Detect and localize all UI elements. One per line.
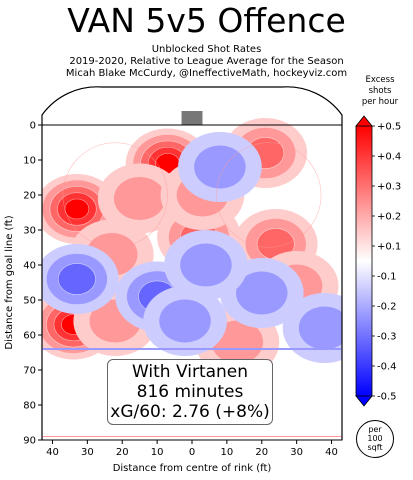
unit-line: sqft bbox=[367, 443, 383, 452]
chart-subtitle-3: Micah Blake McCurdy, @IneffectiveMath, h… bbox=[65, 68, 348, 79]
rink-boards bbox=[41, 86, 343, 440]
y-axis-label: Distance from goal line (ft) bbox=[4, 215, 15, 349]
heat-hotspot bbox=[97, 163, 182, 234]
colorbar-tick-label: -0.3 bbox=[377, 332, 397, 343]
chart-subtitle-1: Unblocked Shot Rates bbox=[151, 44, 262, 55]
colorbar-tick-label: -0.2 bbox=[377, 302, 397, 313]
x-axis-label: Distance from centre of rink (ft) bbox=[113, 463, 272, 474]
chart-subtitle-2: 2019-2020, Relative to League Average fo… bbox=[69, 56, 344, 67]
colorbar-extend-up bbox=[355, 115, 373, 127]
y-tick-label: 50 bbox=[23, 296, 36, 307]
x-tick-label: 0 bbox=[189, 447, 195, 458]
colorbar-tick-label: +0.4 bbox=[377, 152, 401, 163]
x-tick-label: 20 bbox=[116, 447, 129, 458]
info-line-3: xG/60: 2.76 (+8%) bbox=[110, 402, 270, 422]
x-tick-label: 10 bbox=[151, 447, 164, 458]
rink-markings bbox=[41, 86, 343, 441]
unit-line: 100 bbox=[367, 434, 383, 443]
heat-contour bbox=[57, 263, 96, 295]
colorbar-tick-label: -0.5 bbox=[377, 392, 397, 403]
y-tick-label: 30 bbox=[23, 226, 36, 237]
y-tick-label: 40 bbox=[23, 261, 36, 272]
chart-title: VAN 5v5 Offence bbox=[67, 1, 346, 40]
colorbar-tick-label: -0.4 bbox=[377, 362, 397, 373]
colorbar-title: Excess shots per hour bbox=[352, 75, 408, 108]
colorbar-tick-label: +0.1 bbox=[377, 242, 401, 253]
heat-contour bbox=[159, 299, 211, 343]
heat-contour bbox=[298, 306, 342, 350]
x-tick-label: 20 bbox=[255, 447, 268, 458]
colorbar-title-line: Excess bbox=[365, 75, 395, 85]
faceoff-circle bbox=[62, 142, 168, 248]
colorbar-title-line: per hour bbox=[361, 97, 399, 107]
colorbar-scale bbox=[355, 125, 373, 397]
x-tick-label: 30 bbox=[81, 447, 94, 458]
heat-hotspot bbox=[42, 244, 119, 314]
heat-contour bbox=[180, 243, 232, 287]
unit-badge: per 100 sqft bbox=[356, 420, 394, 458]
heat-contour bbox=[194, 145, 246, 189]
y-tick-label: 0 bbox=[30, 121, 36, 132]
axes: 0 10 20 30 40 50 60 70 80 90 40 30 20 10 0 10 20 30 40 Dist… bbox=[4, 121, 338, 475]
heat-hotspot bbox=[143, 286, 227, 356]
x-tick-label: 40 bbox=[46, 447, 59, 458]
goal-net bbox=[181, 111, 203, 125]
faceoff-circle bbox=[216, 142, 322, 248]
x-tick-label: 30 bbox=[290, 447, 303, 458]
colorbar-tick-label: -0.1 bbox=[377, 272, 397, 283]
heat-contour bbox=[236, 271, 288, 315]
info-line-1: With Virtanen bbox=[131, 362, 249, 382]
y-tick-label: 20 bbox=[23, 191, 36, 202]
colorbar: +0.5 +0.4 +0.3 +0.2 +0.1 -0.1 -0.2 -0.3 -0.4 -0.5 bbox=[355, 115, 401, 407]
y-tick-label: 90 bbox=[23, 436, 36, 447]
heat-hotspot bbox=[164, 230, 248, 300]
heat-hotspot bbox=[178, 132, 262, 202]
heat-hotspot bbox=[282, 293, 342, 363]
x-tick-label: 10 bbox=[221, 447, 234, 458]
x-tick-label: 40 bbox=[325, 447, 338, 458]
info-box: With Virtanen 816 minutes xG/60: 2.76 (+… bbox=[107, 359, 273, 425]
unit-line: per bbox=[368, 425, 382, 434]
heat-contour bbox=[113, 176, 166, 221]
colorbar-tick-label: +0.2 bbox=[377, 212, 401, 223]
colorbar-extend-down bbox=[355, 395, 373, 407]
y-tick-label: 70 bbox=[23, 366, 36, 377]
y-tick-label: 10 bbox=[23, 156, 36, 167]
colorbar-tick-label: +0.3 bbox=[377, 182, 401, 193]
colorbar-title-line: shots bbox=[368, 86, 392, 96]
heatmap-area bbox=[42, 118, 342, 377]
colorbar-tick-label: +0.5 bbox=[377, 122, 401, 133]
y-tick-label: 60 bbox=[23, 331, 36, 342]
heat-contour bbox=[64, 198, 90, 220]
info-line-2: 816 minutes bbox=[136, 382, 244, 402]
y-tick-label: 80 bbox=[23, 401, 36, 412]
